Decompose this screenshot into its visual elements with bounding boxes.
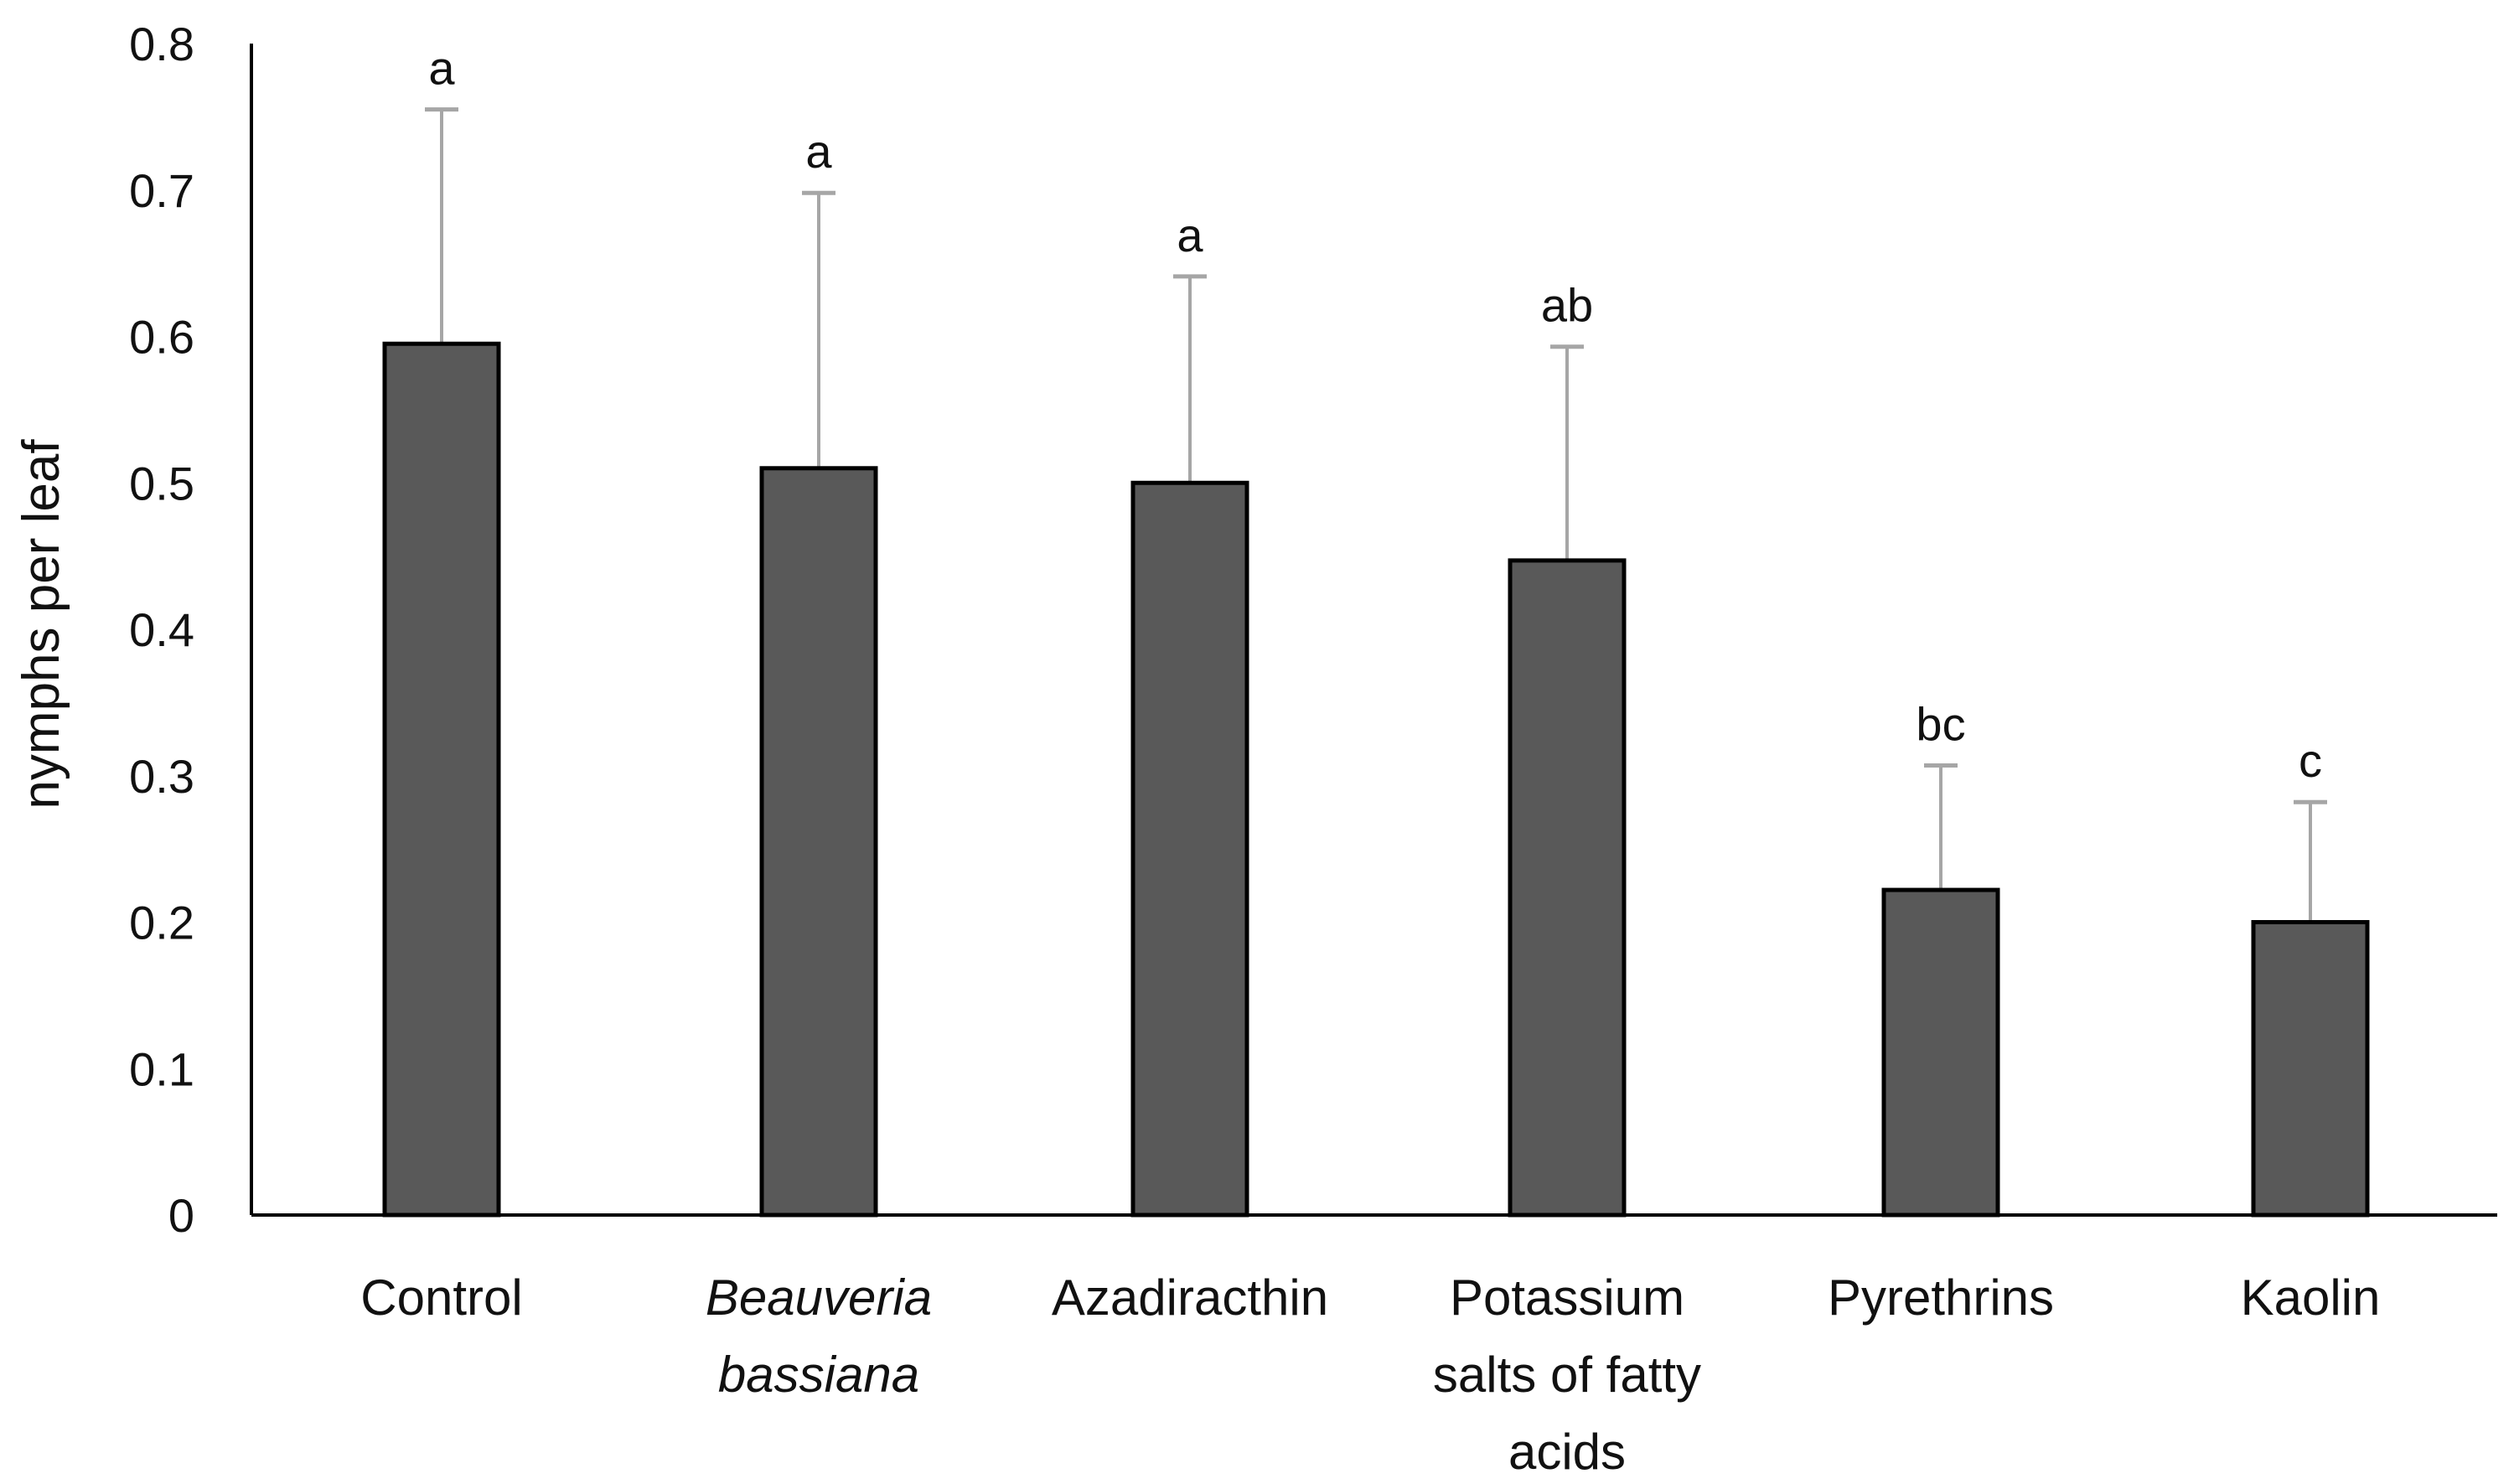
bar: [2251, 920, 2370, 1218]
x-category-label: Potassium: [1450, 1269, 1684, 1326]
significance-letter: a: [428, 42, 455, 95]
y-axis-ticks: 0 0.1 0.2 0.3 0.4 0.5 0.6 0.7 0.8: [129, 18, 194, 1242]
y-tick-label: 0.3: [129, 750, 194, 803]
bar: [1508, 558, 1627, 1218]
x-category-label: Azadiracthin: [1052, 1269, 1328, 1326]
x-category-label: bassiana: [718, 1347, 919, 1403]
significance-letter: c: [2299, 734, 2322, 787]
significance-letter: a: [805, 125, 832, 178]
x-category-label: Kaolin: [2241, 1269, 2381, 1326]
y-axis-title: nymphs per leaf: [13, 439, 70, 809]
x-category-label: Beauveria: [706, 1269, 932, 1326]
bar: [382, 341, 501, 1218]
significance-letters: a a a ab bc c: [428, 42, 2322, 788]
significance-letter: a: [1177, 209, 1203, 261]
significance-letter: ab: [1541, 279, 1593, 332]
y-tick-label: 0.8: [129, 18, 194, 70]
y-tick-label: 0: [168, 1189, 194, 1242]
bar: [1130, 480, 1249, 1218]
y-tick-label: 0.6: [129, 311, 194, 364]
x-category-label: Pyrethrins: [1828, 1269, 2054, 1326]
y-tick-label: 0.1: [129, 1042, 194, 1095]
x-category-label: salts of fatty: [1433, 1347, 1701, 1403]
y-tick-label: 0.5: [129, 457, 194, 509]
y-tick-label: 0.4: [129, 603, 194, 656]
error-bars: [425, 107, 2327, 923]
x-category-label: Control: [360, 1269, 522, 1326]
category-labels: Control Beauveria bassiana Azadiracthin Pota…: [360, 1269, 2380, 1480]
significance-letter: bc: [1916, 698, 1965, 751]
bar: [1881, 887, 2000, 1218]
bar: [759, 466, 878, 1218]
y-tick-label: 0.2: [129, 897, 194, 949]
y-tick-label: 0.7: [129, 164, 194, 217]
bars: [382, 341, 2370, 1218]
x-category-label: acids: [1508, 1424, 1626, 1480]
